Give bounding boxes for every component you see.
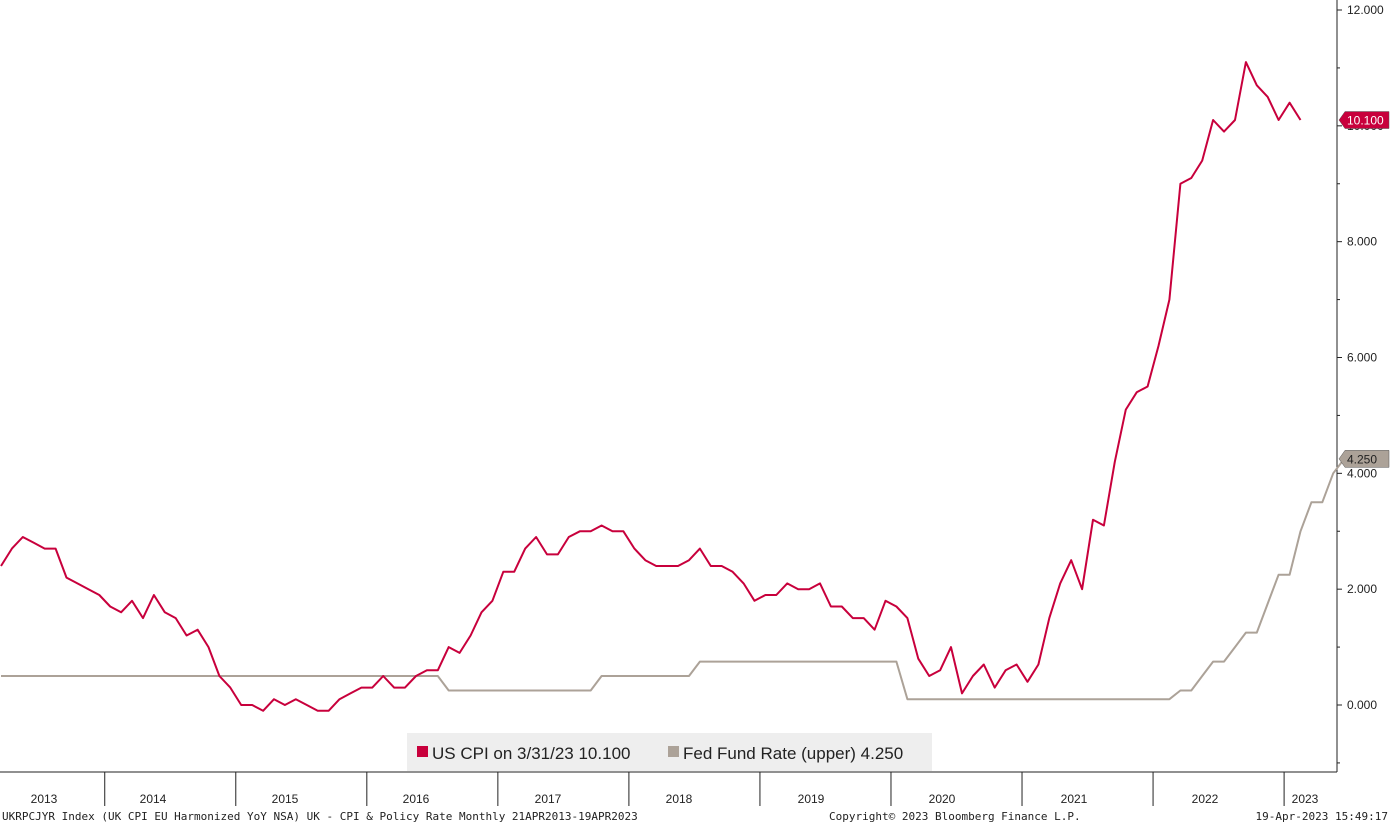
x-year-label: 2018: [666, 792, 693, 806]
footer-timestamp: 19-Apr-2023 15:49:17: [1256, 810, 1388, 823]
legend-swatch-fed-fund-rate: [668, 746, 679, 757]
tag-label: 4.250: [1347, 452, 1377, 466]
last-value-tags: 10.100 4.250: [1338, 111, 1390, 468]
footer-copyright: Copyright© 2023 Bloomberg Finance L.P.: [829, 810, 1081, 823]
legend-label-fed-fund-rate: Fed Fund Rate (upper) 4.250: [683, 744, 903, 763]
y-tick-label: 2.000: [1347, 582, 1377, 596]
x-year-label: 2023: [1292, 792, 1319, 806]
last-value-tag-us-cpi: 10.100: [1338, 111, 1390, 129]
x-year-label: 2013: [31, 792, 58, 806]
legend: US CPI on 3/31/23 10.100 Fed Fund Rate (…: [407, 733, 932, 771]
x-ticks: 2013 2014 2015 2016 2017 2018 2019 2020 2021 2022…: [31, 772, 1319, 806]
y-tick-label: 4.000: [1347, 466, 1377, 480]
series-line-fed-fund-rate: [1, 457, 1356, 701]
x-year-label: 2021: [1061, 792, 1088, 806]
x-year-label: 2022: [1192, 792, 1219, 806]
x-year-label: 2017: [535, 792, 562, 806]
x-year-label: 2016: [403, 792, 430, 806]
x-year-label: 2019: [798, 792, 825, 806]
x-year-label: 2014: [140, 792, 167, 806]
y-tick-label: 12.000: [1347, 3, 1384, 17]
legend-label-us-cpi: US CPI on 3/31/23 10.100: [432, 744, 630, 763]
x-year-label: 2015: [272, 792, 299, 806]
series-group: [0, 61, 1356, 712]
y-tick-label: 0.000: [1347, 698, 1377, 712]
y-tick-label: 6.000: [1347, 351, 1377, 365]
tag-shape: [1338, 450, 1390, 468]
footer-source: UKRPCJYR Index (UK CPI EU Harmonized YoY…: [2, 810, 638, 823]
axes: [0, 0, 1338, 773]
footer: UKRPCJYR Index (UK CPI EU Harmonized YoY…: [2, 810, 1388, 823]
series-line-us-cpi: [0, 61, 1302, 712]
legend-swatch-us-cpi: [417, 746, 428, 757]
y-tick-label: 8.000: [1347, 235, 1377, 249]
x-year-label: 2020: [929, 792, 956, 806]
tag-label: 10.100: [1347, 114, 1384, 128]
last-value-tag-fed-fund-rate: 4.250: [1338, 450, 1390, 468]
tag-shape: [1338, 111, 1390, 129]
